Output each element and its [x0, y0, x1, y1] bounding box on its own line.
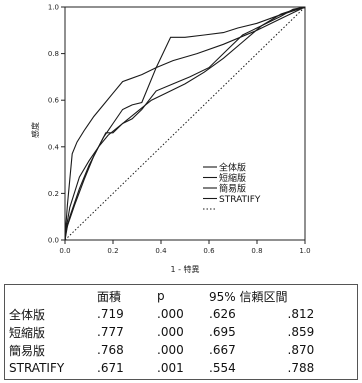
table-row: STRATIFY .671 .001 .554 .788 — [9, 359, 340, 377]
x-tick-label: 0.2 — [107, 247, 118, 255]
row-p: .001 — [157, 361, 184, 375]
header-ci-upper — [288, 287, 340, 305]
y-tick-label: 1.0 — [48, 4, 59, 12]
auc-table: 面積 p 95% 信頼区間 全体版 .719 .000 .626 .812 短縮… — [4, 284, 358, 380]
legend-label: STRATIFY — [219, 195, 261, 205]
row-name: 全体版 — [9, 307, 46, 322]
y-axis-title: 感度 — [30, 122, 40, 138]
x-tick-label: 1.0 — [299, 247, 310, 255]
row-name: 短縮版 — [9, 325, 46, 340]
y-tick-label: 0.6 — [48, 97, 60, 105]
row-p: .000 — [157, 307, 184, 321]
roc-curve-4 — [64, 6, 306, 241]
roc-chart: 0.0 0.2 0.4 0.6 0.8 1.00.00.20.40.60.81.0 感度 … — [30, 4, 311, 275]
row-ci-lower: .626 — [209, 307, 236, 321]
row-area: .719 — [97, 307, 124, 321]
roc-curve-3 — [64, 6, 306, 241]
tick-labels: 0.0 0.2 0.4 0.6 0.8 1.0 0.0 0.2 0.4 0.6 0.8 1.0 — [48, 4, 311, 256]
y-tick-label: 0.2 — [48, 190, 59, 198]
row-area: .671 — [97, 361, 124, 375]
header-empty — [9, 287, 97, 305]
x-tick-label: 0.6 — [203, 247, 215, 255]
row-ci-upper: .812 — [287, 307, 315, 321]
row-ci-lower: .554 — [209, 361, 236, 375]
x-tick-label: 0.8 — [251, 247, 262, 255]
table-row: 簡易版 .768 .000 .667 .870 — [9, 341, 340, 359]
row-ci-lower: .667 — [209, 343, 236, 357]
header-ci: 95% 信頼区間 — [209, 289, 288, 304]
row-name: STRATIFY — [9, 361, 65, 375]
row-name: 簡易版 — [9, 343, 46, 358]
roc-curve-2 — [64, 6, 306, 241]
row-ci-upper: .870 — [287, 343, 315, 357]
x-tick-label: 0.0 — [59, 247, 70, 255]
row-ci-upper: .859 — [287, 325, 315, 339]
header-p: p — [157, 289, 165, 303]
legend-label: 全体版 — [219, 162, 246, 174]
y-tick-label: 0.8 — [48, 50, 59, 58]
row-area: .777 — [97, 325, 124, 339]
header-area: 面積 — [97, 289, 122, 304]
row-area: .768 — [97, 343, 124, 357]
x-axis-title: 1 - 特異 — [170, 264, 199, 274]
auc-table-grid: 面積 p 95% 信頼区間 全体版 .719 .000 .626 .812 短縮… — [9, 287, 340, 377]
y-tick-label: 0.4 — [48, 143, 60, 151]
row-p: .000 — [157, 343, 184, 357]
legend-label: 短縮版 — [219, 172, 246, 184]
table-row: 短縮版 .777 .000 .695 .859 — [9, 323, 340, 341]
plot-area — [64, 6, 306, 241]
tick-marks — [61, 6, 306, 244]
row-ci-lower: .695 — [209, 325, 236, 339]
roc-curves — [64, 6, 306, 241]
legend-label: 簡易版 — [219, 183, 246, 195]
table-header-row: 面積 p 95% 信頼区間 — [9, 287, 340, 305]
y-tick-label: 0.0 — [48, 237, 59, 245]
x-tick-label: 0.4 — [155, 247, 167, 255]
reference-line — [64, 6, 306, 241]
row-p: .000 — [157, 325, 184, 339]
table-row: 全体版 .719 .000 .626 .812 — [9, 305, 340, 323]
row-ci-upper: .788 — [287, 361, 315, 375]
